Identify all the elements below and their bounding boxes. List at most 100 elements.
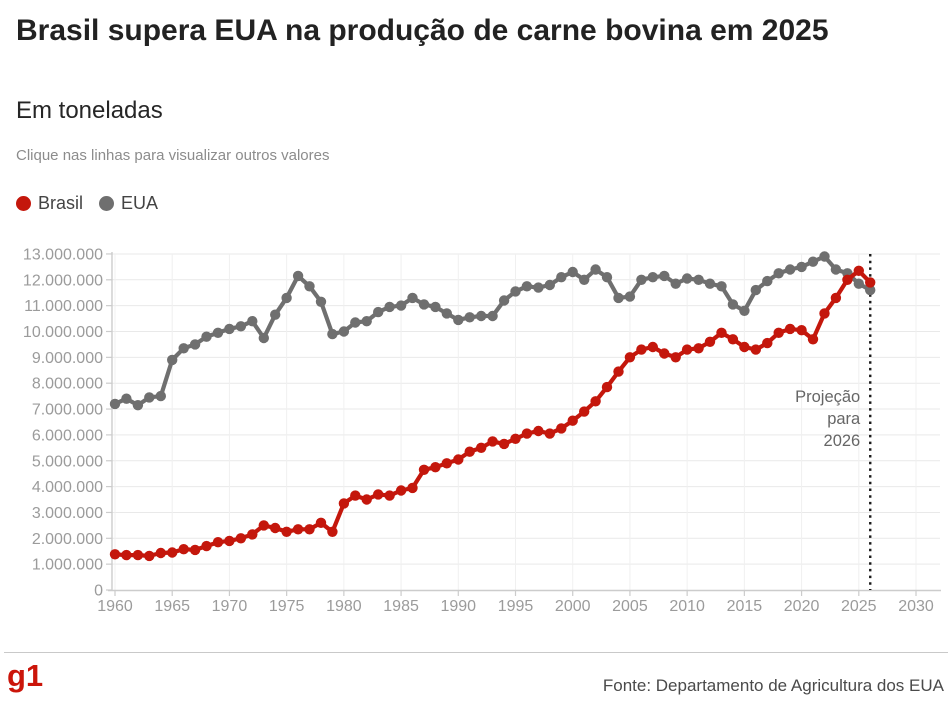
brasil-point-1985[interactable] xyxy=(395,485,407,496)
eua-point-2012[interactable] xyxy=(704,278,716,289)
brasil-point-1962[interactable] xyxy=(132,549,144,561)
brasil-point-2003[interactable] xyxy=(601,381,613,393)
eua-point-1983[interactable] xyxy=(373,306,384,318)
eua-point-2008[interactable] xyxy=(659,270,670,282)
brasil-point-1975[interactable] xyxy=(281,526,292,537)
eua-point-1979[interactable] xyxy=(327,328,338,340)
eua-point-2005[interactable] xyxy=(624,291,636,302)
brasil-point-2013[interactable] xyxy=(716,327,727,338)
eua-point-1972[interactable] xyxy=(247,316,258,327)
brasil-point-1987[interactable] xyxy=(418,464,430,475)
brasil-point-1979[interactable] xyxy=(327,526,338,537)
eua-point-2021[interactable] xyxy=(807,256,819,267)
eua-point-2004[interactable] xyxy=(613,292,624,304)
eua-point-2013[interactable] xyxy=(716,281,727,292)
brasil-point-1984[interactable] xyxy=(384,490,395,501)
brasil-point-2007[interactable] xyxy=(647,341,658,353)
brasil-point-1982[interactable] xyxy=(361,494,372,505)
eua-point-1982[interactable] xyxy=(361,316,372,327)
eua-point-2022[interactable] xyxy=(819,251,830,262)
eua-point-1994[interactable] xyxy=(498,295,510,306)
brasil-point-1973[interactable] xyxy=(258,520,269,531)
brasil-point-1997[interactable] xyxy=(533,425,544,437)
eua-point-1960[interactable] xyxy=(109,398,121,410)
eua-point-1988[interactable] xyxy=(430,301,441,313)
brasil-point-1970[interactable] xyxy=(224,535,235,547)
brasil-point-1989[interactable] xyxy=(441,458,452,469)
eua-point-1996[interactable] xyxy=(521,281,533,292)
brasil-point-2010[interactable] xyxy=(681,344,693,355)
eua-point-1962[interactable] xyxy=(132,400,144,411)
brasil-point-1991[interactable] xyxy=(464,446,475,457)
brasil-point-1968[interactable] xyxy=(201,540,212,552)
brasil-point-1965[interactable] xyxy=(167,547,178,558)
brasil-point-2008[interactable] xyxy=(659,348,670,359)
brasil-point-1990[interactable] xyxy=(453,454,464,465)
brasil-point-1992[interactable] xyxy=(476,442,487,453)
eua-point-2001[interactable] xyxy=(579,274,590,285)
brasil-point-2009[interactable] xyxy=(670,352,681,363)
brasil-point-2017[interactable] xyxy=(762,337,773,349)
eua-point-2025[interactable] xyxy=(853,278,864,289)
eua-point-2015[interactable] xyxy=(739,305,750,316)
brasil-point-2024[interactable] xyxy=(842,274,853,285)
brasil-point-1960[interactable] xyxy=(109,549,121,560)
legend-item-eua[interactable]: EUA xyxy=(99,193,158,214)
brasil-point-2000[interactable] xyxy=(567,415,578,426)
brasil-point-1995[interactable] xyxy=(510,433,521,444)
eua-point-2007[interactable] xyxy=(647,272,658,283)
eua-point-1966[interactable] xyxy=(178,343,189,354)
eua-point-1986[interactable] xyxy=(407,292,418,304)
brasil-point-1976[interactable] xyxy=(292,524,304,535)
eua-point-2014[interactable] xyxy=(727,299,739,310)
brasil-point-2020[interactable] xyxy=(796,325,807,336)
brasil-point-2004[interactable] xyxy=(613,366,624,377)
brasil-point-1994[interactable] xyxy=(498,438,510,450)
brasil-point-1998[interactable] xyxy=(544,428,555,439)
eua-point-1984[interactable] xyxy=(384,301,395,313)
eua-point-1974[interactable] xyxy=(270,309,281,320)
eua-point-1961[interactable] xyxy=(121,393,132,404)
brasil-point-1971[interactable] xyxy=(235,533,247,544)
eua-point-1985[interactable] xyxy=(395,300,407,311)
eua-point-1992[interactable] xyxy=(476,310,487,322)
eua-point-2000[interactable] xyxy=(567,266,578,278)
brasil-point-1977[interactable] xyxy=(304,524,315,535)
brasil-point-1988[interactable] xyxy=(430,462,441,473)
brasil-point-2021[interactable] xyxy=(807,334,819,345)
brasil-point-2025[interactable] xyxy=(853,265,864,276)
brasil-point-1993[interactable] xyxy=(487,436,498,447)
eua-point-2009[interactable] xyxy=(670,278,681,289)
brasil-point-2001[interactable] xyxy=(579,406,590,417)
eua-point-1975[interactable] xyxy=(281,292,292,304)
eua-point-2003[interactable] xyxy=(601,272,613,283)
brasil-point-1983[interactable] xyxy=(373,489,384,500)
brasil-point-2026[interactable] xyxy=(865,277,876,288)
brasil-point-1972[interactable] xyxy=(247,529,258,540)
eua-point-1964[interactable] xyxy=(155,390,166,402)
eua-point-2016[interactable] xyxy=(750,284,761,296)
brasil-point-1996[interactable] xyxy=(521,428,533,439)
eua-point-1995[interactable] xyxy=(510,286,521,297)
brasil-point-2005[interactable] xyxy=(624,352,636,363)
eua-point-1981[interactable] xyxy=(350,317,361,328)
brasil-point-1964[interactable] xyxy=(155,547,166,559)
eua-point-2023[interactable] xyxy=(830,264,842,275)
brasil-point-2018[interactable] xyxy=(773,327,784,338)
eua-point-1965[interactable] xyxy=(167,354,178,366)
brasil-point-1963[interactable] xyxy=(144,550,155,562)
eua-point-1977[interactable] xyxy=(304,281,315,292)
legend-item-brasil[interactable]: Brasil xyxy=(16,193,83,214)
brasil-point-2002[interactable] xyxy=(590,396,601,407)
eua-point-1963[interactable] xyxy=(144,392,155,403)
eua-point-1998[interactable] xyxy=(544,279,555,291)
brasil-point-2014[interactable] xyxy=(727,334,739,345)
brasil-point-2019[interactable] xyxy=(784,323,796,335)
eua-point-1990[interactable] xyxy=(453,314,464,326)
brasil-point-1978[interactable] xyxy=(315,517,327,528)
eua-point-1987[interactable] xyxy=(418,299,430,310)
eua-point-2020[interactable] xyxy=(796,261,807,273)
eua-point-1989[interactable] xyxy=(441,308,452,319)
brasil-point-2023[interactable] xyxy=(830,292,842,304)
brasil-point-2006[interactable] xyxy=(636,344,647,355)
